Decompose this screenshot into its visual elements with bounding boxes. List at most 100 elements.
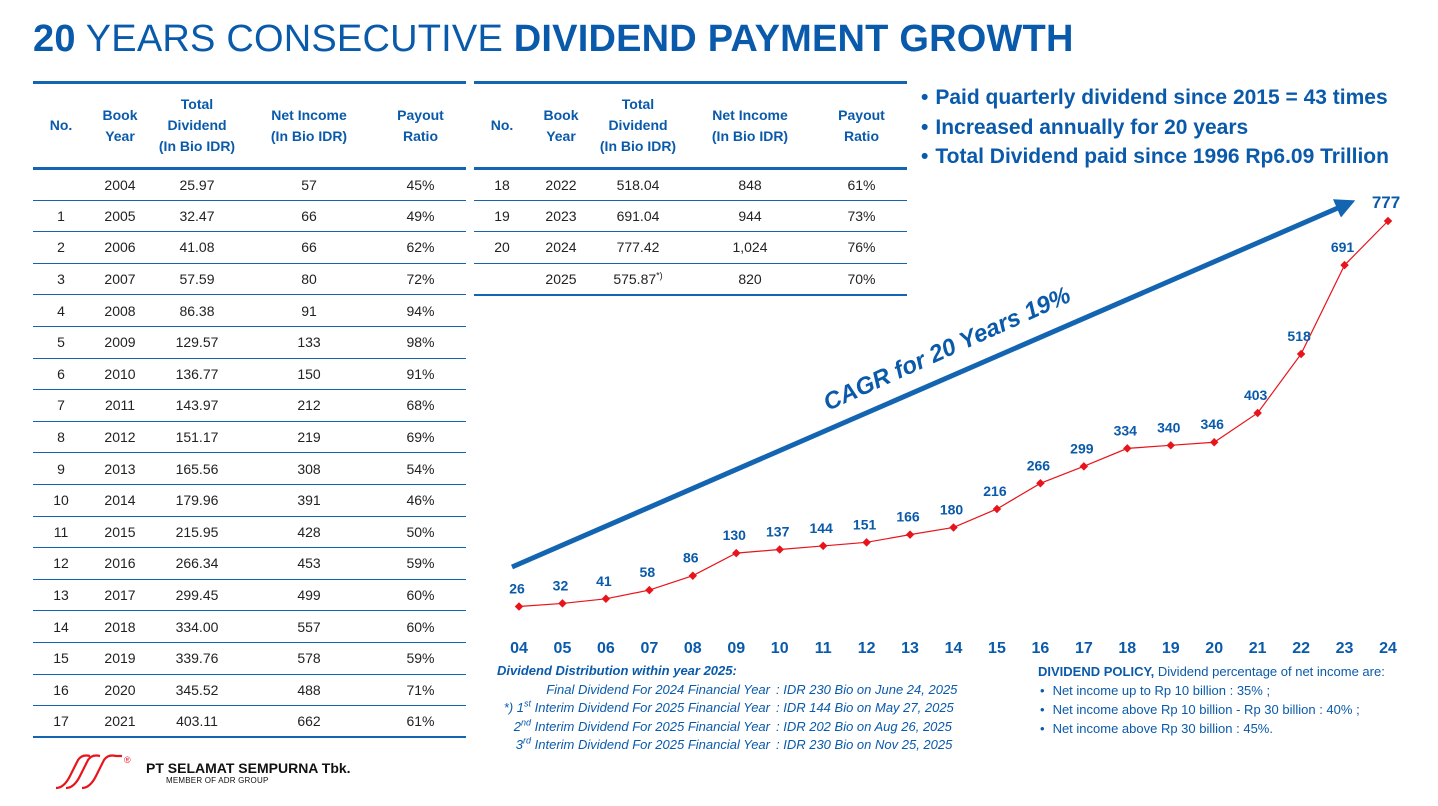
dividend-footnote-mark: *) xyxy=(656,270,663,281)
distribution-row: 2nd Interim Dividend For 2025 Financial … xyxy=(480,718,957,737)
table-row: 6 2010 136.77 150 91% xyxy=(33,358,466,391)
cell-no: 2 xyxy=(33,231,89,264)
cell-no: 18 xyxy=(474,168,530,201)
cell-year: 2024 xyxy=(530,231,592,264)
cell-payout: 62% xyxy=(375,231,466,264)
cell-no: 13 xyxy=(33,579,89,612)
dividend-table-right: No. Book Year Total Dividend (In Bio IDR) N… xyxy=(474,81,907,296)
data-point-17 xyxy=(1079,462,1089,471)
table-row: 1 2005 32.47 66 49% xyxy=(33,200,466,233)
cell-no: 10 xyxy=(33,484,89,517)
cell-dividend: 266.34 xyxy=(151,547,243,580)
cell-payout: 49% xyxy=(375,200,466,233)
x-tick-19: 19 xyxy=(1162,640,1180,657)
x-tick-07: 07 xyxy=(640,640,658,657)
policy-heading-rest: Dividend percentage of net income are: xyxy=(1154,664,1385,679)
policy-item: Net income up to Rp 10 billion : 35% ; xyxy=(1038,681,1385,700)
cell-no: 1 xyxy=(33,200,89,233)
cell-payout: 61% xyxy=(816,168,907,201)
header-no: No. xyxy=(33,81,89,170)
cell-net-income: 848 xyxy=(684,168,816,201)
title-bold-suffix: DIVIDEND PAYMENT GROWTH xyxy=(513,18,1074,60)
header-net-income: Net Income (In Bio IDR) xyxy=(243,81,375,170)
cagr-arrow xyxy=(511,199,1356,570)
data-point-18 xyxy=(1123,444,1132,453)
cell-dividend: 777.42 xyxy=(592,231,684,264)
cell-payout: 91% xyxy=(375,358,466,391)
cell-net-income: 1,024 xyxy=(684,231,816,264)
cell-dividend: 575.87*) xyxy=(592,263,684,296)
cell-no: 15 xyxy=(33,642,89,675)
cell-year: 2009 xyxy=(89,326,151,359)
table-row: 17 2021 403.11 662 61% xyxy=(33,705,466,739)
x-tick-20: 20 xyxy=(1205,640,1223,657)
table-row: 2 2006 41.08 66 62% xyxy=(33,231,466,264)
table-row: 20 2024 777.42 1,024 76% xyxy=(474,231,907,264)
header-payout-ratio: Payout Ratio xyxy=(816,81,907,170)
cell-dividend: 86.38 xyxy=(151,294,243,327)
cell-year: 2004 xyxy=(89,168,151,201)
x-tick-22: 22 xyxy=(1292,640,1310,657)
cell-net-income: 308 xyxy=(243,452,375,485)
x-tick-12: 12 xyxy=(858,640,876,657)
highlights-list: Paid quarterly dividend since 2015 = 43 … xyxy=(921,83,1389,172)
cell-payout: 50% xyxy=(375,516,466,549)
data-label-06: 41 xyxy=(596,573,612,589)
cell-dividend: 518.04 xyxy=(592,168,684,201)
dividend-series xyxy=(514,216,1393,611)
cell-net-income: 212 xyxy=(243,389,375,422)
data-point-22 xyxy=(1296,349,1306,359)
cell-payout: 71% xyxy=(375,674,466,707)
data-point-19 xyxy=(1166,441,1175,450)
data-label-22: 518 xyxy=(1287,328,1311,344)
cell-net-income: 150 xyxy=(243,358,375,391)
cell-year: 2008 xyxy=(89,294,151,327)
data-label-19: 340 xyxy=(1157,419,1181,435)
distribution-rows: Final Dividend For 2024 Financial Year: … xyxy=(480,681,958,755)
data-label-11: 144 xyxy=(809,520,833,536)
data-label-17: 299 xyxy=(1070,440,1094,456)
x-tick-13: 13 xyxy=(901,640,919,657)
data-point-14 xyxy=(949,523,958,532)
registered-mark: ® xyxy=(124,755,131,765)
cell-no: 6 xyxy=(33,358,89,391)
cell-year: 2005 xyxy=(89,200,151,233)
x-tick-15: 15 xyxy=(988,640,1006,657)
cell-net-income: 557 xyxy=(243,610,375,643)
cell-no: 5 xyxy=(33,326,89,359)
data-label-23: 691 xyxy=(1331,239,1355,255)
table-row: 14 2018 334.00 557 60% xyxy=(33,610,466,643)
table-body-right: 18 2022 518.04 848 61% 19 2023 691.04 944 73% 20 20… xyxy=(474,168,907,296)
cell-dividend: 136.77 xyxy=(151,358,243,391)
data-point-20 xyxy=(1209,437,1219,447)
data-label-07: 58 xyxy=(640,564,656,580)
cell-payout: 46% xyxy=(375,484,466,517)
cell-year: 2013 xyxy=(89,452,151,485)
cell-net-income: 66 xyxy=(243,231,375,264)
cell-dividend: 339.76 xyxy=(151,642,243,675)
x-tick-14: 14 xyxy=(945,640,963,657)
cell-net-income: 453 xyxy=(243,547,375,580)
data-point-12 xyxy=(862,538,871,547)
cell-no: 20 xyxy=(474,231,530,264)
data-point-07 xyxy=(645,585,654,595)
cell-dividend: 215.95 xyxy=(151,516,243,549)
table-row: 4 2008 86.38 91 94% xyxy=(33,294,466,327)
cell-year: 2010 xyxy=(89,358,151,391)
cell-dividend: 345.52 xyxy=(151,674,243,707)
distribution-row: Final Dividend For 2024 Financial Year: … xyxy=(480,681,957,700)
cell-net-income: 578 xyxy=(243,642,375,675)
highlight-item: Paid quarterly dividend since 2015 = 43 … xyxy=(921,83,1389,113)
cell-year: 2016 xyxy=(89,547,151,580)
cell-payout: 69% xyxy=(375,421,466,454)
x-tick-04: 04 xyxy=(510,640,528,657)
highlight-item: Increased annually for 20 years xyxy=(921,113,1389,143)
table-row: 7 2011 143.97 212 68% xyxy=(33,389,466,422)
cell-no xyxy=(33,168,89,201)
data-label-10: 137 xyxy=(766,524,790,540)
distribution-label: *) 1st Interim Dividend For 2025 Financi… xyxy=(503,698,770,716)
data-label-15: 216 xyxy=(983,483,1007,499)
cell-net-income: 428 xyxy=(243,516,375,549)
cell-dividend: 143.97 xyxy=(151,389,243,422)
